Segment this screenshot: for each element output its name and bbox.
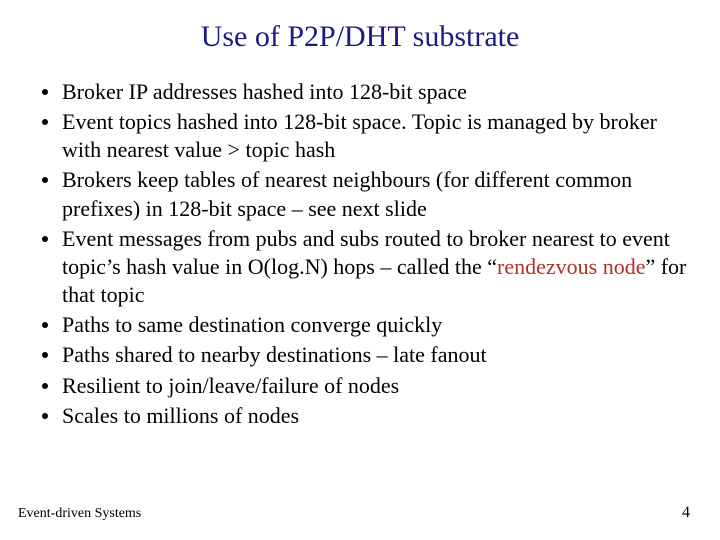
list-item: Resilient to join/leave/failure of nodes xyxy=(42,372,690,400)
bullet-list: Broker IP addresses hashed into 128-bit … xyxy=(42,78,690,432)
bullet-icon xyxy=(42,89,48,95)
list-item: Event topics hashed into 128-bit space. … xyxy=(42,108,690,164)
bullet-icon xyxy=(42,413,48,419)
bullet-icon xyxy=(42,236,48,242)
bullet-icon xyxy=(42,322,48,328)
bullet-icon xyxy=(42,177,48,183)
list-item: Brokers keep tables of nearest neighbour… xyxy=(42,166,690,222)
bullet-icon xyxy=(42,119,48,125)
bullet-icon xyxy=(42,383,48,389)
bullet-text: Brokers keep tables of nearest neighbour… xyxy=(62,166,690,222)
slide: Use of P2P/DHT substrate Broker IP addre… xyxy=(0,0,720,540)
list-item: Broker IP addresses hashed into 128-bit … xyxy=(42,78,690,106)
bullet-text: Broker IP addresses hashed into 128-bit … xyxy=(62,78,467,106)
bullet-text: Resilient to join/leave/failure of nodes xyxy=(62,372,399,400)
bullet-text: Paths to same destination converge quick… xyxy=(62,311,442,339)
slide-title: Use of P2P/DHT substrate xyxy=(0,20,720,54)
bullet-text: Event topics hashed into 128-bit space. … xyxy=(62,108,690,164)
page-number: 4 xyxy=(682,504,690,522)
highlighted-term: rendezvous node xyxy=(497,254,645,279)
bullet-text: Scales to millions of nodes xyxy=(62,402,299,430)
bullet-text: Paths shared to nearby destinations – la… xyxy=(62,341,487,369)
list-item: Event messages from pubs and subs routed… xyxy=(42,225,690,309)
list-item: Paths to same destination converge quick… xyxy=(42,311,690,339)
bullet-icon xyxy=(42,352,48,358)
bullet-text: Event messages from pubs and subs routed… xyxy=(62,225,690,309)
list-item: Scales to millions of nodes xyxy=(42,402,690,430)
list-item: Paths shared to nearby destinations – la… xyxy=(42,341,690,369)
footer-left-text: Event-driven Systems xyxy=(18,506,141,522)
